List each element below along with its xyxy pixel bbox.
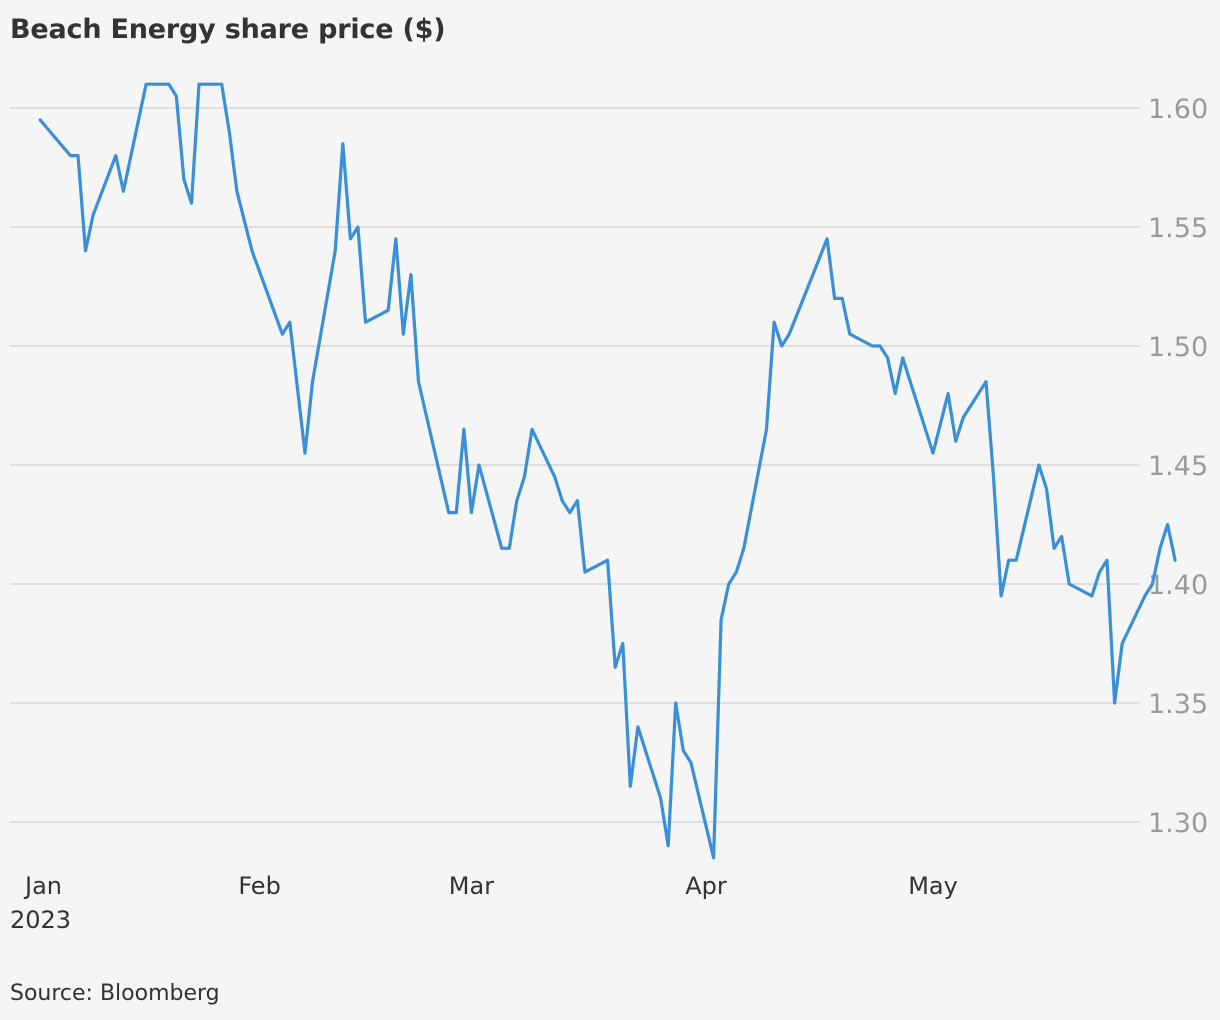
x-tick-label: Jan: [23, 872, 62, 900]
y-tick-label: 1.60: [1148, 94, 1208, 125]
y-tick-label: 1.40: [1148, 570, 1208, 601]
x-tick-label: Feb: [238, 872, 281, 900]
series-line: [38, 82, 1177, 860]
y-axis-ticks: 1.30 1.35 1.40 1.45 1.50 1.55 1.60: [1148, 94, 1208, 839]
x-year-label: 2023: [10, 906, 71, 934]
series-layer: [38, 82, 1177, 860]
y-tick-label: 1.55: [1148, 213, 1208, 244]
y-tick-label: 1.35: [1148, 689, 1208, 720]
x-tick-label: Apr: [685, 872, 727, 900]
source-note: Source: Bloomberg: [10, 981, 220, 1006]
x-tick-label: Mar: [449, 872, 494, 900]
y-tick-label: 1.45: [1148, 451, 1208, 482]
chart-title: Beach Energy share price ($): [10, 14, 446, 45]
y-tick-label: 1.50: [1148, 332, 1208, 363]
y-tick-label: 1.30: [1148, 808, 1208, 839]
x-axis-ticks: Jan Feb Mar Apr May 2023: [10, 872, 958, 934]
x-tick-label: May: [908, 872, 958, 900]
gridlines: [10, 107, 1140, 823]
